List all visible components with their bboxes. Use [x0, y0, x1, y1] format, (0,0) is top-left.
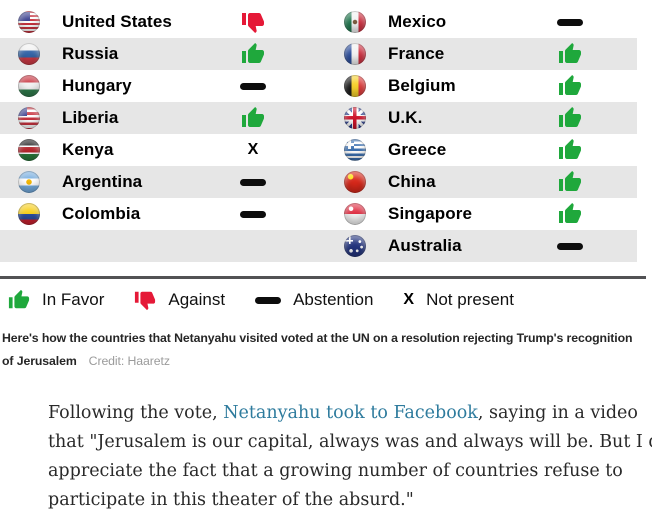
legend-item-not-present: X Not present: [403, 290, 514, 310]
country-label: Singapore: [388, 204, 473, 223]
flag-russia-icon: [18, 43, 40, 65]
article-line: that "Jerusalem is our capital, always w…: [48, 432, 652, 452]
flag-argentina-icon: [18, 171, 40, 193]
country-label: Argentina: [62, 172, 143, 191]
legend-label: Against: [168, 290, 226, 309]
table-row: Australia: [0, 230, 637, 262]
abstention-dash-icon: [240, 178, 266, 186]
thumb-up-icon: [558, 170, 582, 194]
table-row: Colombia Singapore: [0, 198, 637, 230]
country-label: France: [388, 44, 445, 63]
country-cell: Singapore: [326, 198, 637, 230]
flag-mexico-icon: [344, 11, 366, 33]
country-label: United States: [62, 12, 172, 31]
not-present-x-icon: X: [403, 291, 415, 308]
country-label: Mexico: [388, 12, 447, 31]
country-cell: Hungary: [0, 70, 326, 102]
legend-label: Abstention: [293, 290, 374, 309]
table-row: Argentina China: [0, 166, 637, 198]
caption-credit: Credit: Haaretz: [88, 354, 170, 368]
caption-line1: Here's how the countries that Netanyahu …: [2, 331, 633, 345]
country-cell: Belgium: [326, 70, 637, 102]
thumb-up-icon: [558, 138, 582, 162]
country-cell: United States: [0, 6, 326, 38]
flag-france-icon: [344, 43, 366, 65]
flag-china-icon: [344, 171, 366, 193]
legend-divider: [0, 276, 646, 279]
not-present-x-icon: X: [247, 141, 259, 158]
caption-line2: of Jerusalem Credit: Haaretz: [2, 354, 170, 368]
abstention-dash-icon: [255, 296, 282, 304]
country-cell: Mexico: [326, 6, 637, 38]
thumb-up-icon: [558, 106, 582, 130]
country-cell-empty: [0, 230, 326, 262]
country-cell: China: [326, 166, 637, 198]
table-row: Russia France: [0, 38, 637, 70]
legend-item-in-favor: In Favor: [8, 289, 104, 311]
table-row: Liberia U.K.: [0, 102, 637, 134]
flag-uk-icon: [344, 107, 366, 129]
thumb-up-icon: [558, 42, 582, 66]
country-label: Kenya: [62, 140, 114, 159]
abstention-dash-icon: [240, 210, 266, 218]
flag-greece-icon: [344, 139, 366, 161]
facebook-link[interactable]: Netanyahu took to Facebook: [223, 403, 478, 423]
thumb-down-icon: [241, 10, 265, 34]
country-label: Belgium: [388, 76, 456, 95]
abstention-dash-icon: [557, 18, 583, 26]
country-label: U.K.: [388, 108, 423, 127]
thumb-up-icon: [241, 42, 265, 66]
country-label: Hungary: [62, 76, 132, 95]
country-cell: Colombia: [0, 198, 326, 230]
thumb-down-icon: [134, 289, 156, 311]
country-cell: Greece: [326, 134, 637, 166]
country-label: Russia: [62, 44, 119, 63]
abstention-dash-icon: [240, 82, 266, 90]
country-cell: U.K.: [326, 102, 637, 134]
thumb-up-icon: [558, 202, 582, 226]
country-cell: France: [326, 38, 637, 70]
flag-liberia-icon: [18, 107, 40, 129]
flag-belgium-icon: [344, 75, 366, 97]
article-line: participate in this theater of the absur…: [48, 490, 414, 510]
table-row: Hungary Belgium: [0, 70, 637, 102]
flag-colombia-icon: [18, 203, 40, 225]
flag-hungary-icon: [18, 75, 40, 97]
thumb-up-icon: [241, 106, 265, 130]
flag-united-states-icon: [18, 11, 40, 33]
legend-item-abstention: Abstention: [255, 290, 373, 310]
country-label: Colombia: [62, 204, 141, 223]
figure-caption: Here's how the countries that Netanyahu …: [0, 327, 652, 373]
country-cell: Australia: [326, 230, 637, 262]
article-line: Following the vote, Netanyahu took to Fa…: [48, 403, 638, 423]
thumb-up-icon: [8, 289, 30, 311]
country-cell: Liberia: [0, 102, 326, 134]
table-row: United States Mexico: [0, 6, 637, 38]
article-paragraph: Following the vote, Netanyahu took to Fa…: [48, 399, 652, 515]
article-line: appreciate the fact that a growing numbe…: [48, 461, 623, 481]
country-label: China: [388, 172, 436, 191]
flag-singapore-icon: [344, 203, 366, 225]
country-cell: Kenya X: [0, 134, 326, 166]
table-row: Kenya X Greece: [0, 134, 637, 166]
country-label: Australia: [388, 236, 462, 255]
flag-australia-icon: [344, 235, 366, 257]
country-label: Greece: [388, 140, 447, 159]
vote-legend: In Favor Against Abstention X Not presen…: [0, 285, 652, 315]
country-cell: Argentina: [0, 166, 326, 198]
thumb-up-icon: [558, 74, 582, 98]
legend-item-against: Against: [134, 289, 225, 311]
flag-kenya-icon: [18, 139, 40, 161]
abstention-dash-icon: [557, 242, 583, 250]
legend-label: Not present: [426, 290, 514, 309]
vote-table: United States Mexico Russia France: [0, 6, 637, 262]
country-cell: Russia: [0, 38, 326, 70]
country-label: Liberia: [62, 108, 119, 127]
legend-label: In Favor: [42, 290, 105, 309]
